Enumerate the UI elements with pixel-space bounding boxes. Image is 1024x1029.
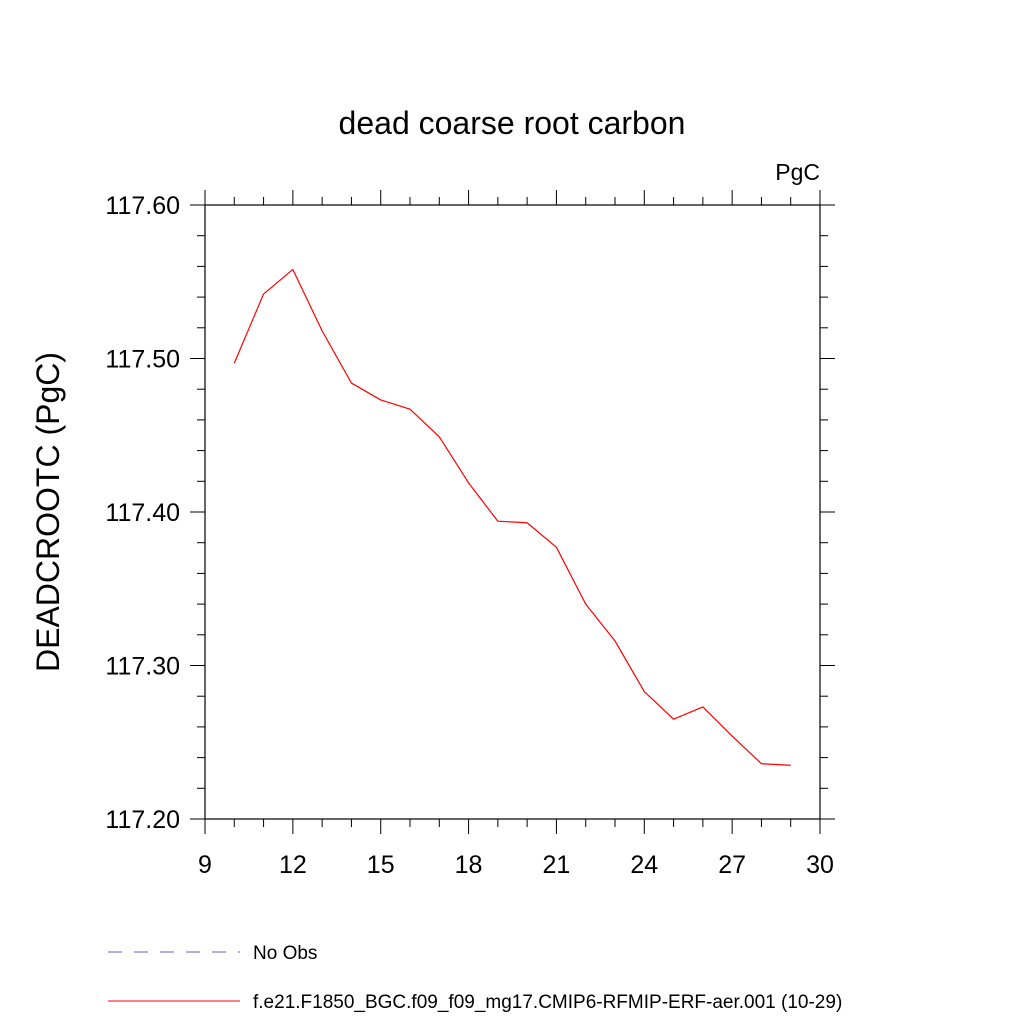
- axis-ticks: 9 12 15 18 21 24 27 30 117.20 117.30 117.40 117.50 1…: [105, 190, 835, 879]
- data-point: [379, 398, 382, 401]
- data-point: [409, 408, 412, 411]
- legend: No Obs f.e21.F1850_BGC.f09_f09_mg17.CMIP6…: [108, 943, 842, 1013]
- chart-title: dead coarse root carbon: [339, 105, 686, 141]
- x-tick-label: 9: [198, 851, 212, 879]
- data-point: [643, 690, 646, 693]
- y-tick-label: 117.20: [105, 806, 180, 834]
- legend-label: f.e21.F1850_BGC.f09_f09_mg17.CMIP6-RFMIP…: [253, 992, 842, 1013]
- y-tick-label: 117.40: [105, 499, 180, 527]
- y-tick-label: 117.30: [105, 653, 180, 681]
- x-tick-label: 12: [279, 851, 307, 879]
- x-tick-label: 15: [367, 851, 395, 879]
- x-tick-label: 21: [543, 851, 571, 879]
- data-point: [584, 603, 587, 606]
- x-tick-label: 30: [806, 851, 834, 879]
- x-tick-label: 27: [718, 851, 746, 879]
- data-point: [233, 362, 236, 365]
- data-point: [321, 329, 324, 332]
- plot-frame: [204, 204, 821, 820]
- data-point: [467, 481, 470, 484]
- x-tick-label: 24: [630, 851, 658, 879]
- series-line: [233, 268, 791, 766]
- data-point: [291, 268, 294, 271]
- data-point: [438, 435, 441, 438]
- data-point: [555, 546, 558, 549]
- data-point: [672, 718, 675, 721]
- y-tick-label: 117.60: [105, 192, 180, 220]
- legend-label: No Obs: [253, 943, 317, 964]
- data-point: [614, 639, 617, 642]
- data-point: [731, 735, 734, 738]
- data-point: [701, 705, 704, 708]
- data-point: [350, 382, 353, 385]
- x-tick-label: 18: [455, 851, 483, 879]
- y-axis-label: DEADCROOTC (PgC): [30, 352, 66, 672]
- data-point: [496, 520, 499, 523]
- data-point: [789, 764, 792, 767]
- series-lines: [233, 268, 792, 767]
- data-point: [526, 521, 529, 524]
- data-point: [760, 762, 763, 765]
- y-tick-label: 117.50: [105, 346, 180, 374]
- units-label: PgC: [775, 159, 820, 185]
- data-point: [262, 293, 265, 296]
